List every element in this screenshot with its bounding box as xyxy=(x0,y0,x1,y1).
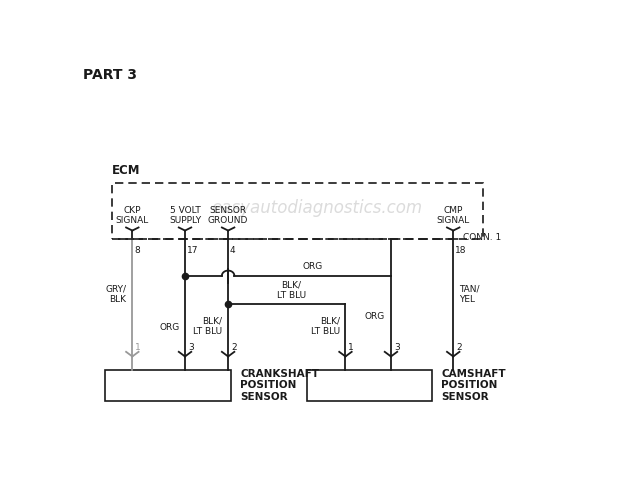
Text: CKP
SIGNAL: CKP SIGNAL xyxy=(116,206,149,226)
Text: TAN/
YEL: TAN/ YEL xyxy=(459,284,480,304)
Text: BLK/
LT BLU: BLK/ LT BLU xyxy=(277,280,306,300)
Text: CMP
SIGNAL: CMP SIGNAL xyxy=(436,206,470,226)
Text: SENSOR
GROUND: SENSOR GROUND xyxy=(208,206,248,226)
Text: 8: 8 xyxy=(134,246,140,255)
Text: 3: 3 xyxy=(394,343,400,352)
Text: ECM: ECM xyxy=(112,164,141,177)
Text: 17: 17 xyxy=(187,246,198,255)
Text: CAMSHAFT
POSITION
SENSOR: CAMSHAFT POSITION SENSOR xyxy=(441,368,506,402)
Text: CONN. 1: CONN. 1 xyxy=(463,234,501,242)
Text: BLK/
LT BLU: BLK/ LT BLU xyxy=(193,317,222,336)
Text: 2: 2 xyxy=(231,343,237,352)
Text: 1: 1 xyxy=(349,343,354,352)
Bar xyxy=(105,370,231,400)
Bar xyxy=(112,183,483,239)
Text: 2: 2 xyxy=(456,343,462,352)
Text: 5 VOLT
SUPPLY: 5 VOLT SUPPLY xyxy=(169,206,201,226)
Text: CRANKSHAFT
POSITION
SENSOR: CRANKSHAFT POSITION SENSOR xyxy=(240,368,319,402)
Text: 3: 3 xyxy=(188,343,193,352)
Text: PART 3: PART 3 xyxy=(83,68,137,82)
Text: 1: 1 xyxy=(135,343,141,352)
Text: easyautodiagnostics.com: easyautodiagnostics.com xyxy=(211,199,422,217)
Bar xyxy=(307,370,431,400)
Text: ORG: ORG xyxy=(365,312,385,320)
Text: GRY/
BLK: GRY/ BLK xyxy=(106,284,127,304)
Text: ORG: ORG xyxy=(303,262,323,271)
Text: 4: 4 xyxy=(230,246,235,255)
Text: 18: 18 xyxy=(455,246,467,255)
Text: ORG: ORG xyxy=(159,324,179,332)
Text: BLK/
LT BLU: BLK/ LT BLU xyxy=(311,317,340,336)
